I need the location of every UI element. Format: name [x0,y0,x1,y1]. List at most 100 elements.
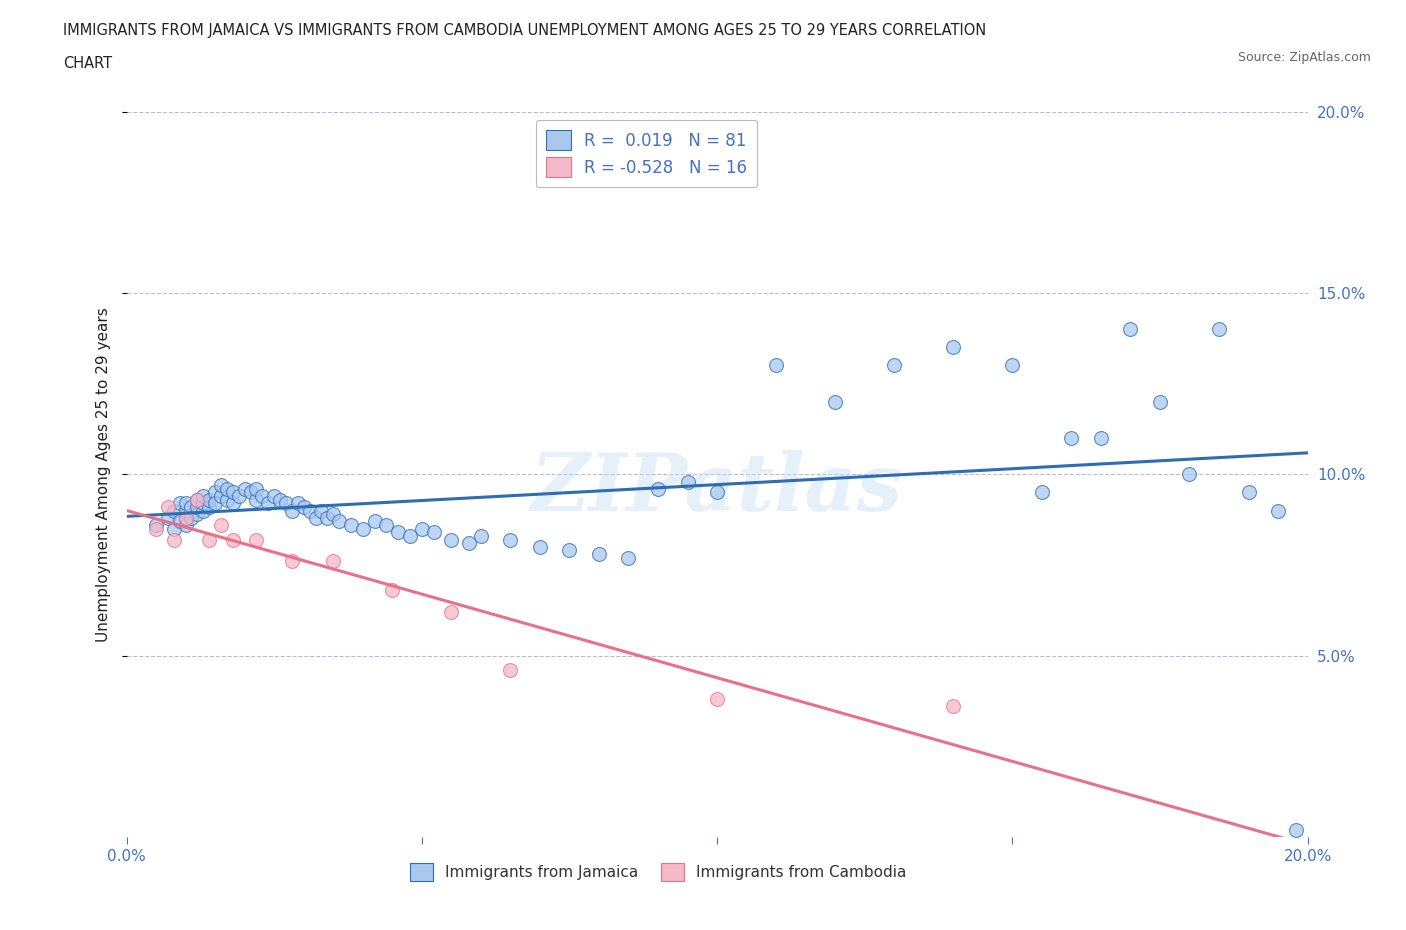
Point [824,394,846,409]
Text: Source: ZipAtlas.com: Source: ZipAtlas.com [1237,51,1371,64]
Point [263,488,285,503]
Point [292,499,315,514]
Point [233,482,256,497]
Legend: Immigrants from Jamaica, Immigrants from Cambodia: Immigrants from Jamaica, Immigrants from… [404,857,912,887]
Point [174,511,197,525]
Point [499,532,522,547]
Point [311,503,333,518]
Point [765,358,787,373]
Point [304,511,326,525]
Point [180,499,202,514]
Point [163,532,186,547]
Point [1237,485,1260,500]
Point [281,503,304,518]
Point [706,485,728,500]
Point [883,358,905,373]
Point [245,532,267,547]
Point [440,604,463,619]
Point [239,485,262,500]
Point [180,511,202,525]
Point [529,539,551,554]
Point [156,499,179,514]
Point [411,521,433,536]
Point [257,496,280,511]
Y-axis label: Unemployment Among Ages 25 to 29 years: Unemployment Among Ages 25 to 29 years [96,307,111,642]
Point [647,482,669,497]
Point [222,532,245,547]
Point [204,485,226,500]
Point [186,492,208,507]
Text: ZIPatlas: ZIPatlas [531,450,903,527]
Point [274,496,297,511]
Point [352,521,374,536]
Point [322,554,344,569]
Point [193,496,215,511]
Point [209,478,232,493]
Point [215,482,238,497]
Point [298,503,321,518]
Point [470,528,492,543]
Point [440,532,463,547]
Point [381,583,404,598]
Point [942,699,965,714]
Text: IMMIGRANTS FROM JAMAICA VS IMMIGRANTS FROM CAMBODIA UNEMPLOYMENT AMONG AGES 25 T: IMMIGRANTS FROM JAMAICA VS IMMIGRANTS FR… [63,23,987,38]
Point [198,492,221,507]
Point [245,482,267,497]
Point [1001,358,1024,373]
Point [706,692,728,707]
Point [363,514,385,529]
Point [145,521,167,536]
Point [1285,822,1308,837]
Point [499,663,522,678]
Point [209,488,232,503]
Point [209,518,232,533]
Point [1119,322,1142,337]
Point [174,503,197,518]
Point [186,499,208,514]
Point [375,518,398,533]
Point [222,485,245,500]
Point [558,543,581,558]
Point [387,525,409,539]
Point [174,511,197,525]
Point [281,554,304,569]
Text: CHART: CHART [63,56,112,71]
Point [340,518,363,533]
Point [588,547,610,562]
Point [163,503,186,518]
Point [1090,431,1112,445]
Point [252,488,274,503]
Point [1208,322,1230,337]
Point [1060,431,1083,445]
Point [228,488,250,503]
Point [186,507,208,522]
Point [399,528,422,543]
Point [145,518,167,533]
Point [458,536,481,551]
Point [245,492,267,507]
Point [169,496,191,511]
Point [174,518,197,533]
Point [1178,467,1201,482]
Point [198,532,221,547]
Point [676,474,699,489]
Point [1031,485,1053,500]
Point [617,551,640,565]
Point [169,514,191,529]
Point [328,514,350,529]
Point [174,496,197,511]
Point [193,503,215,518]
Point [204,496,226,511]
Point [322,507,344,522]
Point [186,492,208,507]
Point [193,488,215,503]
Point [198,499,221,514]
Point [287,496,309,511]
Point [156,511,179,525]
Point [1149,394,1171,409]
Point [942,340,965,355]
Point [422,525,444,539]
Point [163,521,186,536]
Point [222,496,245,511]
Point [1267,503,1289,518]
